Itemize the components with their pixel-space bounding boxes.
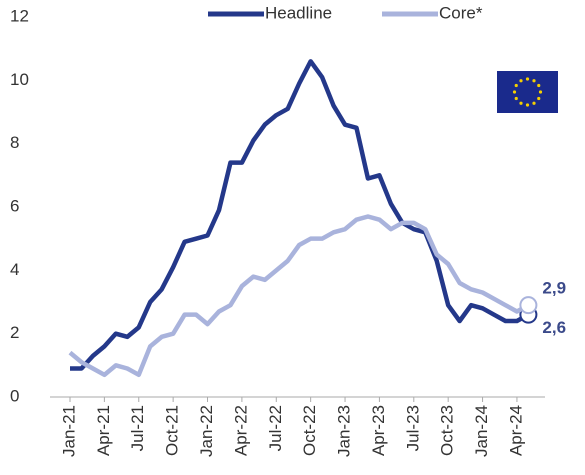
x-tick-label: Apr-23 xyxy=(369,405,388,456)
x-tick-label: Apr-22 xyxy=(231,405,250,456)
flag-star xyxy=(532,101,536,105)
flag-star xyxy=(512,90,517,94)
legend-label: Headline xyxy=(265,3,332,22)
flag-star xyxy=(514,83,518,88)
eu-flag xyxy=(497,71,558,113)
line-0 xyxy=(70,59,530,371)
flag-star xyxy=(519,101,523,105)
y-tick-label: 6 xyxy=(10,196,19,215)
flag-star xyxy=(525,77,530,81)
x-tick-label: Jul-23 xyxy=(403,405,422,451)
value-label: 2,9 xyxy=(542,279,566,298)
x-tick-label: Jan-21 xyxy=(59,405,78,457)
legend-label: Core* xyxy=(439,3,483,22)
flag-star xyxy=(514,96,518,101)
y-tick-label: 8 xyxy=(10,133,19,152)
x-tick-label: Oct-21 xyxy=(163,405,182,456)
x-tick-label: Apr-21 xyxy=(94,405,113,456)
flag-star xyxy=(537,96,541,101)
x-tick-label: Jan-22 xyxy=(197,405,216,457)
line-1 xyxy=(68,214,530,378)
end-marker xyxy=(519,296,538,315)
y-tick-label: 0 xyxy=(10,386,19,405)
value-label: 2,6 xyxy=(542,318,566,337)
flag-star xyxy=(519,79,523,83)
x-tick-label: Jul-22 xyxy=(266,405,285,451)
y-tick-label: 10 xyxy=(10,70,29,89)
y-tick-label: 12 xyxy=(10,6,29,25)
x-tick-label: Jan-24 xyxy=(472,405,491,457)
flag-star xyxy=(537,83,541,88)
y-tick-label: 2 xyxy=(10,323,19,342)
x-tick-label: Apr-24 xyxy=(506,405,525,456)
flag-star xyxy=(538,90,543,94)
x-tick-label: Jan-23 xyxy=(335,405,354,457)
flag-star xyxy=(525,103,530,107)
x-tick-label: Oct-22 xyxy=(300,405,319,456)
x-tick-label: Jul-21 xyxy=(128,405,147,451)
flag-star xyxy=(532,79,536,83)
y-tick-label: 4 xyxy=(10,260,19,279)
x-tick-label: Oct-23 xyxy=(438,405,457,456)
flag-background xyxy=(497,71,558,113)
